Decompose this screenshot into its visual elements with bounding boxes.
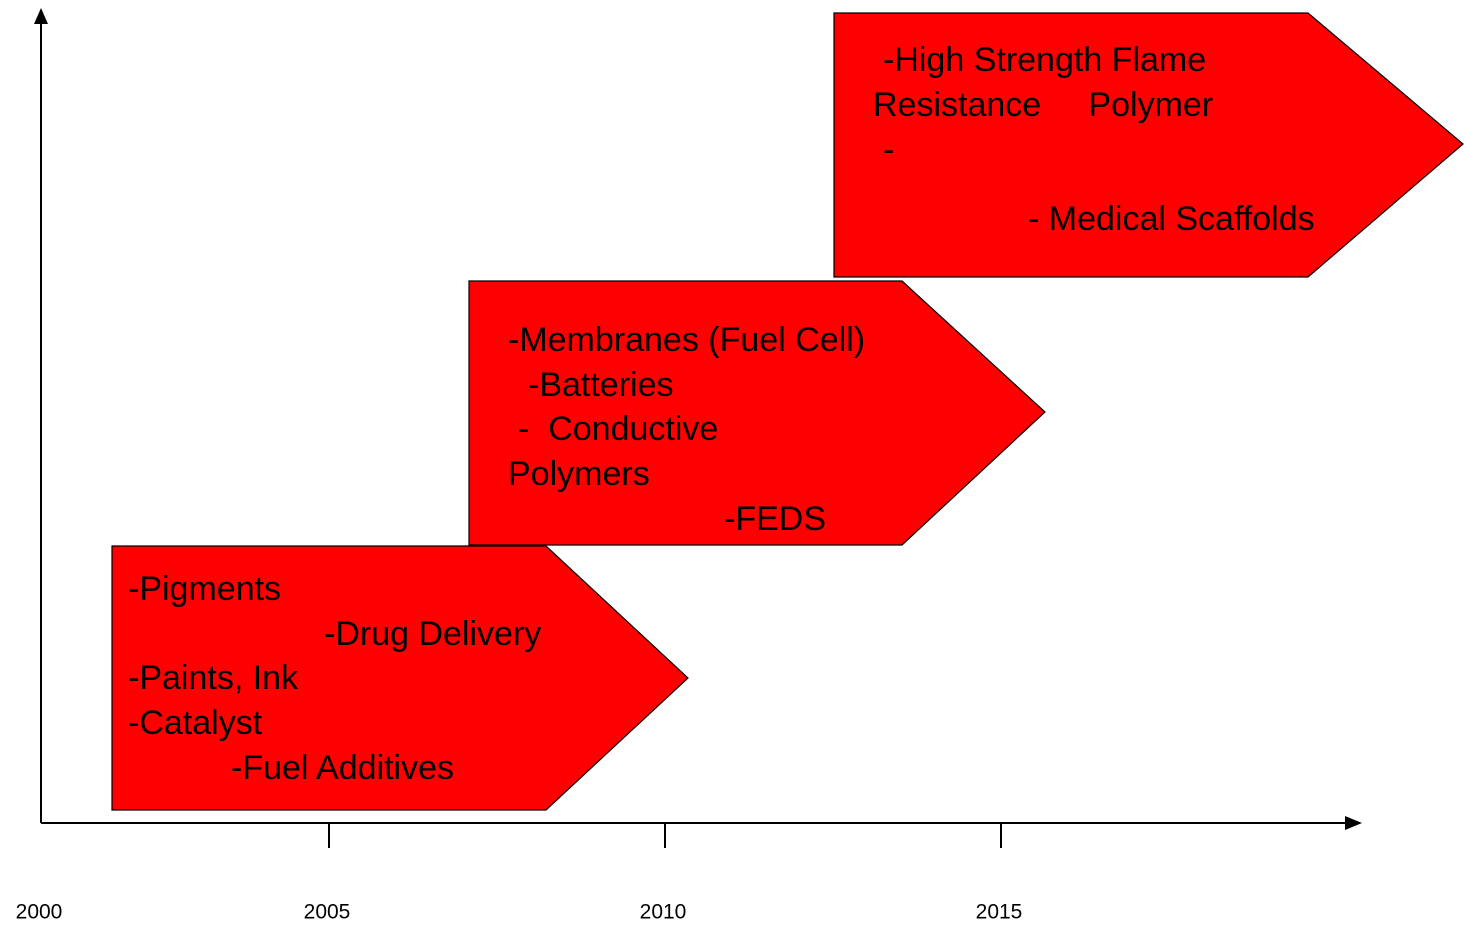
arrow-item: Resistance Polymer: [873, 86, 1213, 124]
x-axis-arrowhead: [1345, 816, 1362, 830]
tick-label: 2015: [976, 901, 1023, 924]
arrow-item: -Membranes (Fuel Cell): [508, 321, 865, 359]
stage-arrow: [468, 280, 1046, 546]
arrow-item: -Pigments: [128, 570, 281, 608]
arrow-item: -Catalyst: [128, 704, 263, 742]
arrow-item: Polymers: [508, 455, 650, 493]
stage-arrow: [111, 545, 689, 811]
arrow-item: -Fuel Additives: [231, 749, 454, 787]
tick-label: 2000: [16, 901, 63, 924]
arrow-item: - Conductive: [518, 410, 718, 448]
arrow-item: -Paints, Ink: [128, 659, 299, 697]
y-axis-arrowhead: [34, 8, 48, 24]
tick-label: 2005: [304, 901, 351, 924]
arrow-item: -: [883, 131, 894, 169]
tick-label: 2010: [640, 901, 687, 924]
arrow-item: -High Strength Flame: [883, 41, 1206, 79]
stage-arrow: [833, 12, 1464, 278]
arrow-item: -FEDS: [724, 500, 826, 538]
arrow-item: - Medical Scaffolds: [1028, 200, 1315, 238]
arrow-item: -Batteries: [528, 366, 674, 404]
arrow-item: -Drug Delivery: [324, 615, 541, 653]
